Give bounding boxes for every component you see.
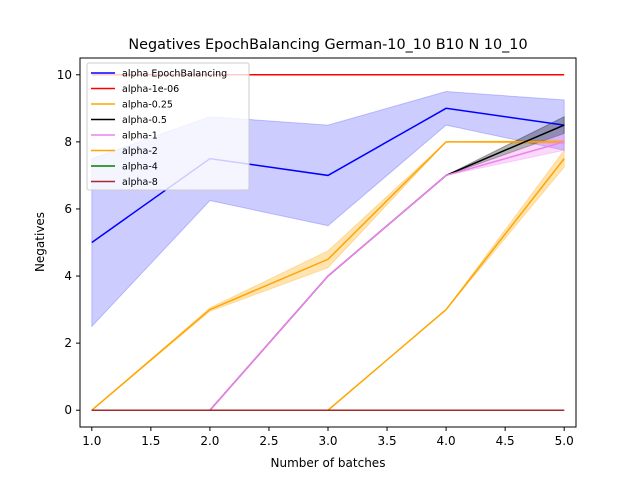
x-axis-label: Number of batches (271, 456, 386, 470)
y-tick-label: 2 (64, 336, 72, 350)
legend-label: alpha-2 (122, 146, 158, 157)
legend-label: alpha-8 (122, 177, 158, 188)
x-tick-label: 4.5 (496, 434, 515, 448)
y-tick-label: 6 (64, 202, 72, 216)
x-tick-label: 1.5 (141, 434, 160, 448)
series-lines (91, 74, 565, 411)
x-tick-label: 2.0 (200, 434, 219, 448)
legend-label: alpha-0.5 (122, 115, 167, 126)
line-series-2 (91, 141, 565, 411)
legend-box (86, 62, 250, 191)
x-axis-ticks: 1.0 1.5 2.0 2.5 3.0 3.5 4.0 4.5 5.0 (82, 427, 574, 448)
y-tick-label: 10 (57, 68, 72, 82)
y-axis-ticks: 0 2 4 6 8 10 (57, 68, 80, 417)
y-tick-label: 4 (64, 269, 72, 283)
legend: alpha EpochBalancing alpha-1e-06 alpha-0.2… (86, 62, 250, 191)
x-tick-label: 4.0 (437, 434, 456, 448)
chart-title: Negatives EpochBalancing German-10_10 B1… (128, 37, 527, 53)
legend-label: alpha EpochBalancing (122, 69, 227, 80)
x-tick-label: 3.0 (318, 434, 337, 448)
x-tick-label: 5.0 (555, 434, 574, 448)
y-tick-label: 0 (64, 403, 72, 417)
y-axis-label: Negatives (33, 212, 47, 272)
legend-label: alpha-1e-06 (122, 84, 179, 95)
x-tick-label: 2.5 (259, 434, 278, 448)
x-tick-label: 3.5 (378, 434, 397, 448)
x-tick-label: 1.0 (82, 434, 101, 448)
legend-label: alpha-0.25 (122, 100, 173, 111)
legend-label: alpha-1 (122, 131, 158, 142)
y-tick-label: 8 (64, 135, 72, 149)
legend-label: alpha-4 (122, 162, 158, 173)
